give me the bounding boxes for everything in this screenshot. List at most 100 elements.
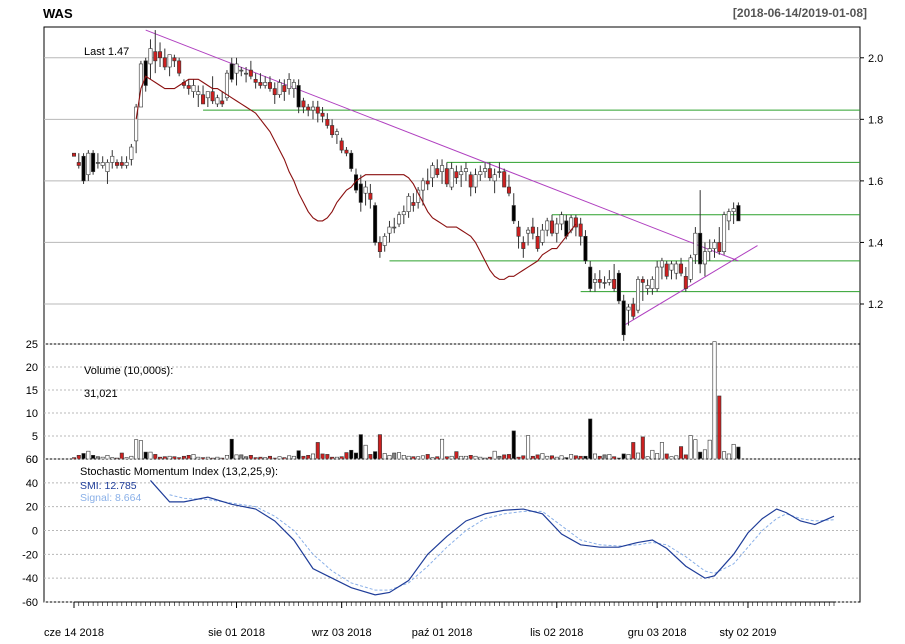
volume-bar <box>153 454 158 460</box>
candle-body <box>291 82 296 89</box>
volume-bar <box>726 453 731 460</box>
candle-body <box>358 183 363 203</box>
candle-body <box>105 162 110 172</box>
candle-body <box>616 272 621 302</box>
volume-bar <box>511 430 516 460</box>
candle-body <box>459 171 464 176</box>
volume-bar <box>573 455 578 460</box>
candle-body <box>124 162 129 166</box>
x-tick-label: cze 14 2018 <box>44 627 104 639</box>
volume-bar <box>736 446 741 460</box>
candle-body <box>267 82 272 89</box>
volume-bar <box>119 452 124 460</box>
volume-bar <box>310 453 315 460</box>
volume-bar <box>320 453 325 460</box>
volume-bar <box>612 456 617 460</box>
candle-body <box>683 275 688 289</box>
candle-body <box>167 54 172 68</box>
volume-bar <box>354 452 359 460</box>
volume-tick-label: 10 <box>26 408 38 420</box>
volume-bar <box>224 455 229 460</box>
candle-body <box>215 97 220 105</box>
volume-bar <box>86 450 91 460</box>
candle-body <box>368 192 373 200</box>
volume-bar <box>659 442 664 460</box>
candle-body <box>86 152 91 176</box>
candle-body <box>196 91 201 96</box>
price-tick-label: 1.4 <box>868 237 883 249</box>
volume-bar <box>602 454 607 460</box>
volume-bar <box>655 453 660 460</box>
volume-bar <box>138 440 143 460</box>
candle-body <box>454 171 459 179</box>
candle-body <box>397 214 402 225</box>
candle-body <box>726 211 731 222</box>
candle-body <box>693 232 698 256</box>
volume-bar <box>702 449 707 460</box>
volume-bar <box>172 456 177 460</box>
volume-bar <box>593 453 598 460</box>
volume-bar <box>296 450 301 460</box>
candle-body <box>549 220 554 234</box>
panel-frame-vol <box>43 343 861 460</box>
volume-bar <box>621 453 626 460</box>
candle-body <box>722 214 727 252</box>
volume-bar <box>440 438 445 460</box>
smi-tick-label: -20 <box>22 549 38 561</box>
candle-body <box>679 263 684 274</box>
candle-body <box>502 171 507 188</box>
volume-tick-label: 25 <box>26 339 38 351</box>
candle-body <box>201 94 206 105</box>
volume-bar <box>597 455 602 460</box>
candle-body <box>645 285 650 289</box>
x-tick-label: wrz 03 2018 <box>311 627 372 639</box>
volume-bar <box>373 451 378 460</box>
candle-body <box>440 165 445 172</box>
volume-bar <box>234 454 239 460</box>
candle-body <box>373 205 378 243</box>
volume-bar <box>344 452 349 460</box>
volume-bar <box>425 454 430 460</box>
volume-bar <box>277 456 282 460</box>
candle-body <box>545 220 550 231</box>
candle-body <box>444 168 449 185</box>
candle-body <box>344 149 349 154</box>
x-tick-label: sty 02 2019 <box>720 627 777 639</box>
volume-bar <box>76 455 81 460</box>
candle-body <box>392 226 397 229</box>
trend-line <box>145 29 739 262</box>
candle-body <box>234 63 239 74</box>
volume-bar <box>301 455 306 460</box>
volume-bar <box>201 457 206 460</box>
volume-bar <box>645 456 650 460</box>
candle-body <box>134 106 139 142</box>
volume-tick-label: 20 <box>26 362 38 374</box>
candle-body <box>487 168 492 179</box>
candle-body <box>688 257 693 280</box>
volume-bar <box>315 442 320 460</box>
candle-body <box>162 57 167 68</box>
candle-body <box>588 266 593 289</box>
volume-bar <box>105 455 110 460</box>
candle-body <box>573 217 578 228</box>
candle-body <box>483 168 488 172</box>
smi-title: Stochastic Momentum Index (13,2,25,9): <box>80 466 278 478</box>
volume-bar <box>502 454 507 460</box>
volume-bar <box>717 395 722 460</box>
candle-body <box>205 91 210 99</box>
volume-bar <box>564 457 569 460</box>
volume-last-value: 31,021 <box>84 388 118 400</box>
candle-body <box>636 279 641 311</box>
price-tick-label: 1.6 <box>868 176 883 188</box>
smi-tick-label: 40 <box>26 478 38 490</box>
candle-body <box>177 60 182 74</box>
volume-bar <box>129 455 134 460</box>
candle-body <box>492 174 497 182</box>
candle-body <box>612 279 617 289</box>
volume-bar <box>492 450 497 460</box>
candle-body <box>272 88 277 96</box>
candle-body <box>430 165 435 179</box>
volume-bar <box>631 442 636 460</box>
candle-body <box>306 106 311 111</box>
candle-body <box>516 226 521 237</box>
